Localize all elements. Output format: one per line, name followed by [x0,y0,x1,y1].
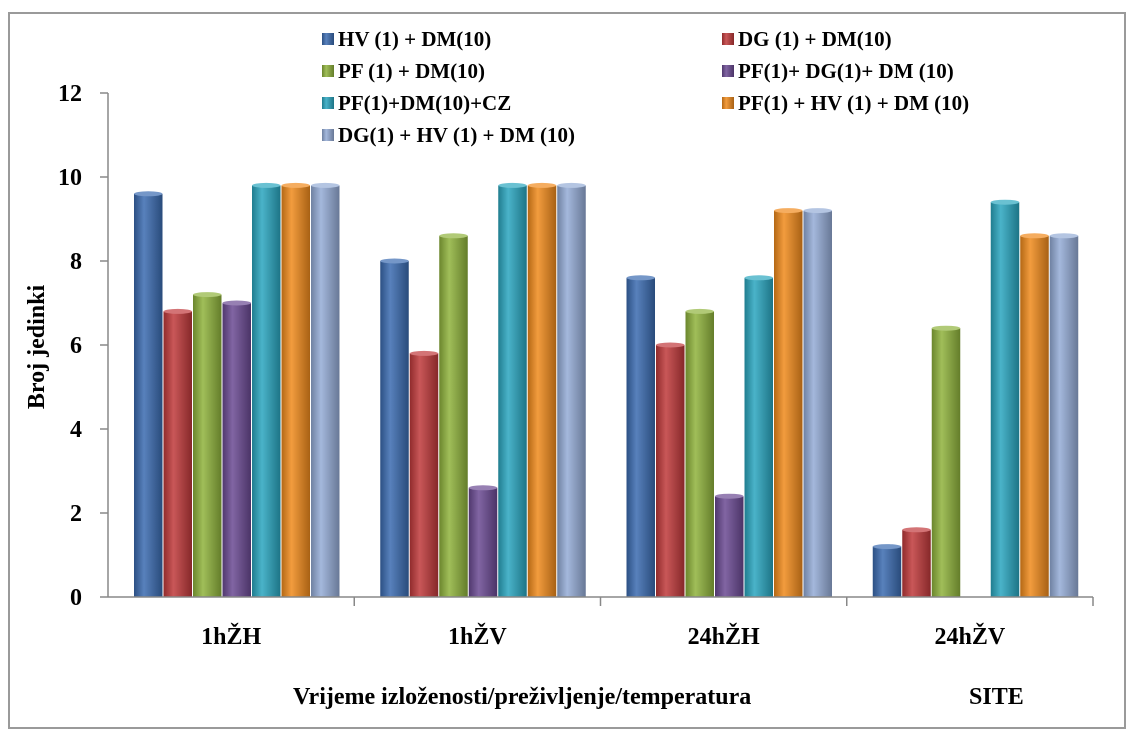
legend-item: DG (1) + DM(10) [722,27,892,51]
legend-label: HV (1) + DM(10) [338,27,491,51]
legend-item: DG(1) + HV (1) + DM (10) [322,123,575,147]
bar-top-highlight [193,292,222,298]
bar-24hŽH-0 [626,277,655,597]
bar-top-highlight [803,208,832,214]
bar-1hŽH-3 [222,303,251,597]
bar-1hŽH-2 [193,294,222,597]
x-tick-label: 1hŽH [201,623,261,650]
bar-top-highlight [902,527,931,533]
bar-24hŽV-2 [931,328,961,597]
bar-top-highlight [626,275,655,281]
bar-top-highlight [656,342,685,348]
bar-top-highlight [439,233,468,239]
bar-24hŽV-4 [990,202,1020,597]
bar-24hŽH-3 [715,496,744,597]
bar-top-highlight [252,182,281,188]
legend-item: PF(1) + HV (1) + DM (10) [722,91,969,115]
y-tick-label: 2 [70,501,82,527]
legend-item: PF(1)+ DG(1)+ DM (10) [722,59,954,83]
legend-swatch [322,129,334,141]
bar-24hŽV-6 [1049,235,1079,598]
bar-1hŽV-6 [557,185,586,597]
legend-swatch [722,65,734,77]
bar-top-highlight [872,544,902,550]
bar-24hŽH-5 [774,210,803,597]
bar-top-highlight [281,182,310,188]
legend-swatch [322,97,334,109]
legend-label: PF(1) + HV (1) + DM (10) [738,91,969,115]
y-tick-label: 8 [70,249,82,275]
bar-1hŽV-5 [527,185,557,597]
legend-swatch [722,33,734,45]
legend: HV (1) + DM(10) DG (1) + DM(10) PF (1) + D… [322,27,969,147]
bar-top-highlight [931,325,961,331]
bar-top-highlight [380,258,409,264]
bar-top-highlight [468,485,498,491]
bar-top-highlight [744,275,773,281]
bar-1hŽH-4 [252,185,281,597]
bar-top-highlight [527,182,557,188]
x-tick-label: 24hŽV [935,623,1006,650]
bar-24hŽV-0 [872,546,902,597]
y-tick-label: 0 [70,585,82,611]
bar-1hŽV-4 [498,185,527,597]
legend-label: DG(1) + HV (1) + DM (10) [338,123,575,147]
bar-top-highlight [311,182,340,188]
legend-swatch [722,97,734,109]
bars-layer [134,182,1079,598]
bar-top-highlight [685,308,714,314]
y-tick-label: 10 [58,165,82,191]
x-axis-title: Vrijeme izloženosti/preživljenje/tempera… [293,684,751,710]
bar-24hŽV-5 [1020,235,1049,598]
legend-item: PF(1)+DM(10)+CZ [322,91,511,115]
y-axis-title: Broj jedinki [24,285,50,410]
axes-layer [100,92,1094,606]
bar-1hŽH-6 [311,185,340,597]
bar-top-highlight [557,182,586,188]
legend-item: HV (1) + DM(10) [322,27,491,51]
legend-label: PF (1) + DM(10) [338,59,485,83]
bar-24hŽH-4 [744,277,773,597]
bar-1hŽV-1 [409,353,439,597]
x-tick-label: 1hŽV [448,623,507,650]
bar-1hŽV-2 [439,235,468,598]
bar-top-highlight [1049,233,1079,239]
legend-item: PF (1) + DM(10) [322,59,485,83]
bar-1hŽV-3 [468,487,498,597]
bar-top-highlight [990,199,1020,205]
bar-top-highlight [498,182,527,188]
y-tick-label: 4 [70,417,82,443]
bar-24hŽH-2 [685,311,714,597]
y-tick-labels: 0 2 4 6 8 10 12 [58,81,82,611]
y-tick-label: 12 [58,81,82,107]
bar-24hŽH-6 [803,210,832,597]
x-tick-labels: 1hŽH 1hŽV 24hŽH 24hŽV [201,623,1006,650]
y-tick-label: 6 [70,333,82,359]
legend-label: DG (1) + DM(10) [738,27,892,51]
bar-top-highlight [163,308,192,314]
bar-1hŽH-5 [281,185,310,597]
bar-1hŽH-0 [134,193,163,598]
bar-24hŽV-1 [902,529,931,597]
legend-swatch [322,33,334,45]
bar-top-highlight [222,300,251,306]
x-tick-label: 24hŽH [688,623,760,650]
legend-label: PF(1)+DM(10)+CZ [338,91,511,115]
legend-label: PF(1)+ DG(1)+ DM (10) [738,59,954,83]
site-label: SITE [969,684,1024,710]
bar-top-highlight [774,208,803,214]
bar-top-highlight [1020,233,1049,239]
bar-1hŽV-0 [380,261,409,597]
bar-24hŽH-1 [656,345,685,597]
bar-top-highlight [409,350,439,356]
bar-1hŽH-1 [163,311,192,597]
legend-swatch [322,65,334,77]
bar-top-highlight [715,493,744,499]
bar-top-highlight [134,191,163,197]
